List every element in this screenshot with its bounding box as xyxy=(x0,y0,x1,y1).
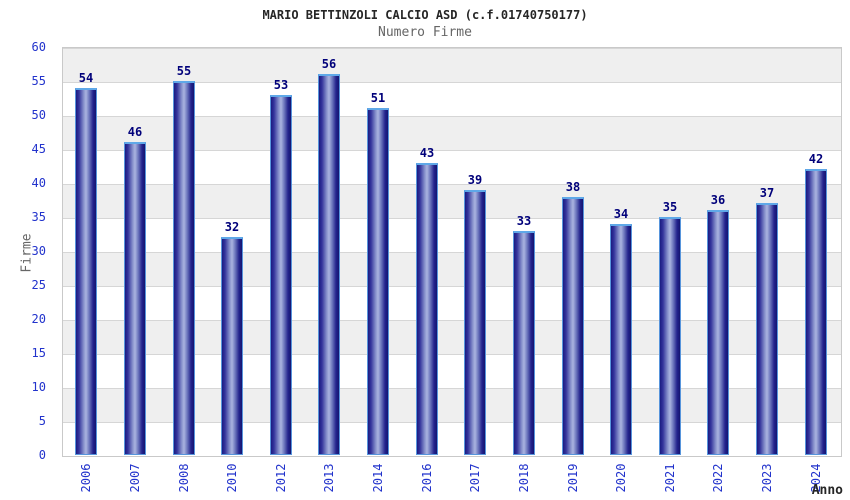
x-tick-label: 2016 xyxy=(420,463,434,493)
x-tick-label: 2018 xyxy=(517,463,531,493)
bar xyxy=(318,74,340,455)
bar-value-label: 35 xyxy=(662,200,678,214)
x-tick-label: 2021 xyxy=(663,463,677,493)
x-tick-label: 2023 xyxy=(760,463,774,493)
y-tick-label: 50 xyxy=(31,108,46,122)
bar xyxy=(659,217,681,455)
bar-value-label: 54 xyxy=(78,71,94,85)
bar-value-label: 56 xyxy=(321,57,337,71)
bar xyxy=(756,203,778,455)
bar xyxy=(707,210,729,455)
y-tick-label: 45 xyxy=(31,142,46,156)
bar-value-label: 38 xyxy=(565,180,581,194)
bar xyxy=(416,163,438,455)
bar xyxy=(221,237,243,455)
x-tick-label: 2013 xyxy=(322,463,336,493)
y-tick-label: 30 xyxy=(31,244,46,258)
y-tick-label: 20 xyxy=(31,312,46,326)
y-tick-label: 55 xyxy=(31,74,46,88)
x-tick-label: 2020 xyxy=(614,463,628,493)
bar-value-label: 33 xyxy=(516,214,532,228)
y-tick-label: 15 xyxy=(31,346,46,360)
bar-value-label: 43 xyxy=(419,146,435,160)
x-tick-label: 2010 xyxy=(225,463,239,493)
bar xyxy=(270,95,292,455)
bar xyxy=(464,190,486,455)
bar-value-label: 36 xyxy=(710,193,726,207)
y-tick-label: 0 xyxy=(38,448,46,462)
bar-value-label: 34 xyxy=(613,207,629,221)
bar xyxy=(124,142,146,455)
y-tick-label: 40 xyxy=(31,176,46,190)
x-tick-label: 2014 xyxy=(371,463,385,493)
bar-value-label: 32 xyxy=(224,220,240,234)
bar xyxy=(805,169,827,455)
x-tick-label: 2012 xyxy=(274,463,288,493)
y-tick-label: 5 xyxy=(38,414,46,428)
chart-subtitle: Numero Firme xyxy=(378,25,472,40)
bar-value-label: 55 xyxy=(176,64,192,78)
chart-title: MARIO BETTINZOLI CALCIO ASD (c.f.0174075… xyxy=(262,8,588,22)
y-tick-label: 60 xyxy=(31,40,46,54)
bar-value-label: 46 xyxy=(127,125,143,139)
bar-value-label: 39 xyxy=(467,173,483,187)
bar-value-label: 51 xyxy=(370,91,386,105)
bar xyxy=(610,224,632,455)
x-tick-label: 2017 xyxy=(468,463,482,493)
bar xyxy=(513,231,535,455)
x-axis-title: Anno xyxy=(811,483,843,498)
bar xyxy=(562,197,584,455)
bar xyxy=(173,81,195,455)
y-tick-label: 25 xyxy=(31,278,46,292)
bar xyxy=(75,88,97,455)
x-tick-label: 2022 xyxy=(711,463,725,493)
x-tick-label: 2019 xyxy=(566,463,580,493)
y-tick-label: 10 xyxy=(31,380,46,394)
bar-value-label: 42 xyxy=(808,152,824,166)
x-tick-label: 2006 xyxy=(79,463,93,493)
bar-value-label: 37 xyxy=(759,186,775,200)
bar-value-label: 53 xyxy=(273,78,289,92)
x-tick-label: 2008 xyxy=(177,463,191,493)
bar xyxy=(367,108,389,455)
y-tick-label: 35 xyxy=(31,210,46,224)
x-tick-label: 2007 xyxy=(128,463,142,493)
